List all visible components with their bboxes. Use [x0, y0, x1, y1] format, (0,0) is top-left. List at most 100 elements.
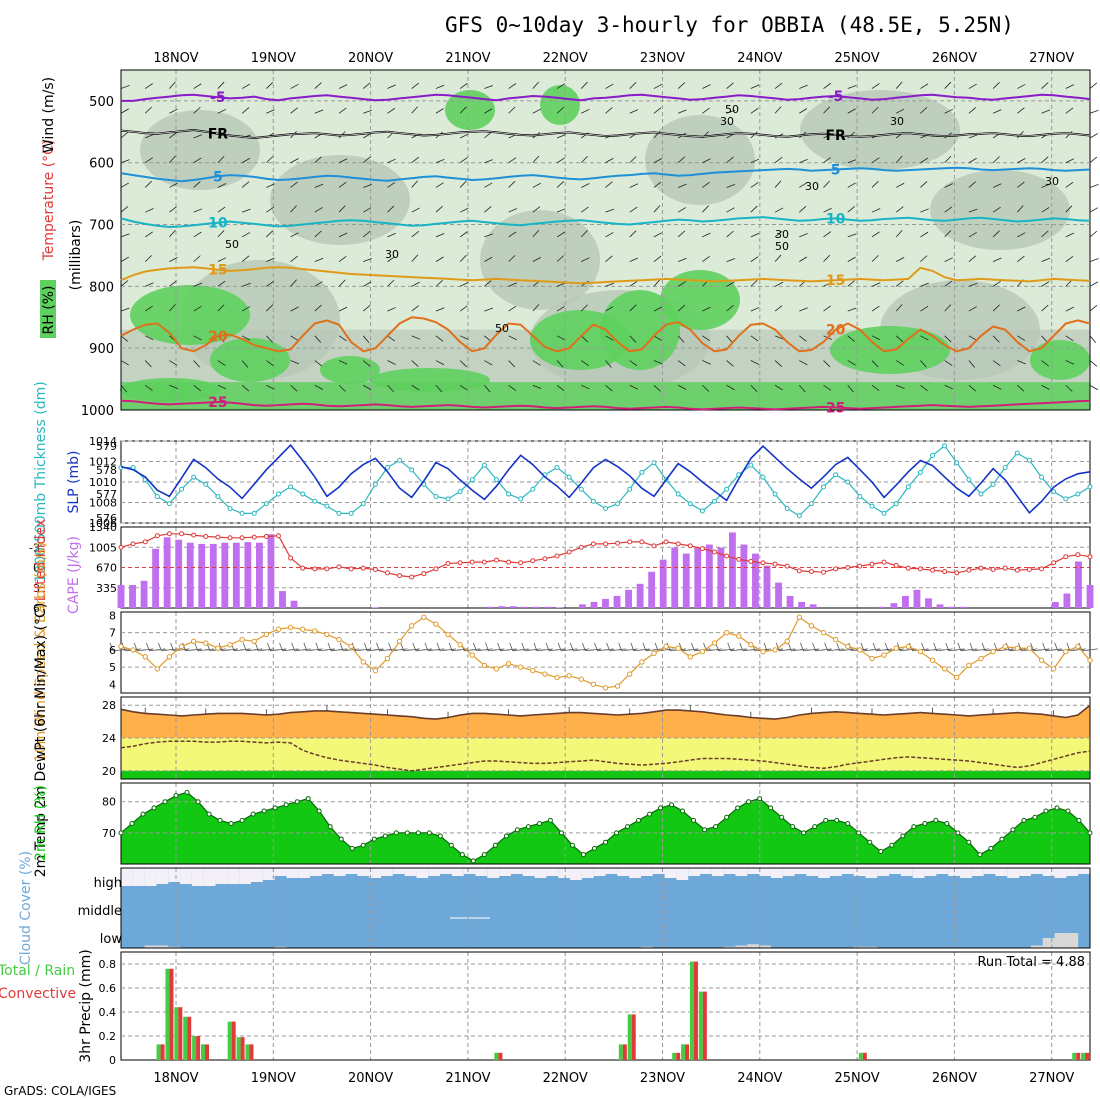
- wind-barb: [145, 305, 153, 312]
- wind-barb: [653, 255, 662, 262]
- wind-barb: [241, 306, 251, 312]
- wind-barb: [338, 232, 348, 238]
- rh-point: [999, 836, 1005, 842]
- wind-barb: [484, 280, 492, 287]
- rh-contour-label: 50: [495, 322, 509, 335]
- cloud-high-clear: [818, 868, 831, 878]
- cape-bar: [878, 606, 886, 608]
- cloud-layer-low: low: [100, 932, 123, 947]
- cape-bar: [728, 532, 736, 608]
- rh-point: [217, 817, 223, 823]
- wind-barb: [1065, 279, 1073, 287]
- wind-barb: [750, 205, 758, 213]
- rh-point: [713, 824, 719, 830]
- wind-barb: [290, 306, 299, 312]
- rh-point: [393, 830, 399, 836]
- wind-barb: [459, 335, 469, 340]
- wind-barb-flag: [921, 642, 925, 652]
- wind-barb: [435, 385, 443, 393]
- cape-bar: [175, 539, 183, 608]
- wind-barb: [221, 648, 239, 652]
- rh-dark-region: [320, 356, 380, 384]
- cloud-high-clear: [451, 868, 464, 876]
- wind-barb: [120, 85, 130, 89]
- wind-barb: [847, 182, 856, 188]
- wind-barb: [968, 360, 975, 368]
- precip-convective-bar: [169, 968, 174, 1060]
- wind-barb: [799, 158, 808, 164]
- wind-barb: [944, 360, 953, 366]
- wind-barb: [484, 256, 493, 262]
- top-date-label: 27NOV: [1029, 51, 1074, 66]
- wind-barb: [774, 384, 783, 391]
- cape-bar: [717, 547, 725, 608]
- cloud-low-bar: [723, 946, 736, 948]
- precip-total-bar: [672, 1052, 677, 1060]
- wind-barb: [1017, 306, 1026, 312]
- rh-point: [558, 830, 564, 836]
- cloud-high-clear: [416, 868, 429, 878]
- wind-barb: [193, 305, 202, 312]
- wind-barb: [677, 230, 686, 238]
- wind-barb: [871, 208, 881, 213]
- rh-point: [922, 821, 928, 826]
- top-date-axis: 18NOV 19NOV 20NOV 21NOV 22NOV 23NOV 24NOV 25NOV…: [153, 51, 1074, 66]
- lifted-index-point: [930, 567, 936, 573]
- cape-tick-label: 670: [96, 562, 117, 575]
- thickness-point: [360, 501, 366, 507]
- wind-barb: [185, 648, 202, 652]
- wind-speed-point: [409, 623, 415, 629]
- wind-barb: [120, 233, 130, 238]
- top-date-label: 25NOV: [835, 51, 880, 66]
- temp-line: [120, 704, 1091, 720]
- wind-barb: [726, 207, 735, 213]
- wind-barb: [677, 304, 686, 312]
- wind-barb: [847, 385, 854, 393]
- precip-convective-bar: [240, 1037, 245, 1060]
- rh-mid-region: [930, 170, 1070, 250]
- wind-barb: [217, 230, 225, 238]
- wind-tick-label: 7: [109, 627, 116, 640]
- wind-barb: [653, 232, 663, 238]
- wind-barb: [387, 335, 395, 342]
- wind-barb: [581, 108, 590, 114]
- thickness-point: [409, 467, 415, 473]
- wind-barb: [556, 384, 565, 392]
- cloud-high-clear: [936, 868, 949, 874]
- precip-total-bar: [201, 1044, 206, 1060]
- lifted-index-point: [518, 560, 524, 566]
- wind-barb: [1045, 648, 1062, 652]
- wind-barb: [992, 183, 1002, 188]
- thickness-point: [1014, 450, 1020, 456]
- rh-point: [812, 824, 818, 830]
- wind-barb-flag: [981, 642, 986, 652]
- lifted-index-point: [566, 549, 572, 555]
- rh-point: [966, 839, 972, 845]
- wind-barb: [896, 182, 905, 188]
- wind-barb: [1041, 230, 1049, 238]
- wind-barb: [726, 82, 734, 89]
- thickness-point: [469, 477, 475, 483]
- cloud-high-clear: [782, 868, 795, 876]
- wind-barb: [678, 109, 687, 114]
- cloud-high-clear: [475, 868, 488, 876]
- wind-barb: [169, 182, 178, 188]
- thickness-point: [724, 486, 730, 492]
- bottom-date-label: 25NOV: [835, 1071, 880, 1086]
- rh-point: [691, 817, 697, 823]
- cloud-high-clear: [286, 868, 299, 878]
- cape-bar: [902, 595, 909, 608]
- rh-point: [1021, 817, 1027, 823]
- thickness-point: [893, 501, 899, 507]
- wind-barb: [702, 335, 711, 342]
- wind-barb: [968, 134, 978, 139]
- rh-point: [669, 802, 675, 808]
- wind-barb: [573, 648, 590, 652]
- thickness-point: [191, 474, 197, 480]
- rh-point: [173, 792, 179, 798]
- wind-barb: [799, 205, 807, 213]
- wind-speed-point: [748, 642, 754, 648]
- wind-barb: [750, 360, 760, 365]
- wind-barb-flag: [485, 642, 489, 652]
- cloud-high-clear: [900, 868, 913, 876]
